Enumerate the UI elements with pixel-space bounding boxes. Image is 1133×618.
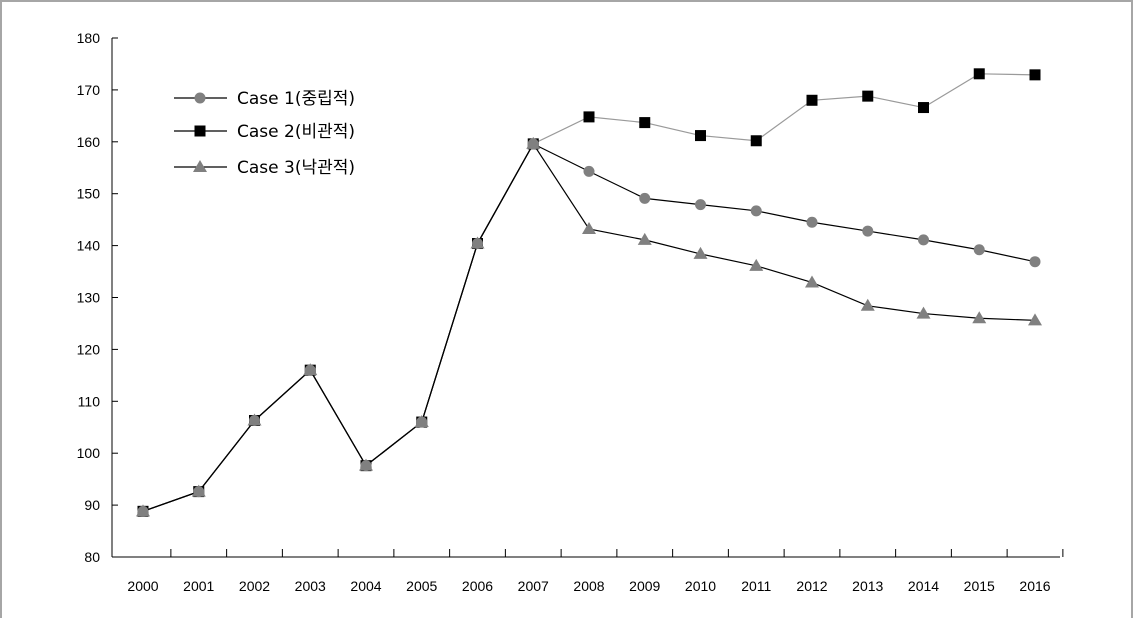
y-tick-label: 120 — [77, 341, 101, 357]
series-markers — [136, 68, 1042, 517]
data-point-case-2 — [639, 117, 651, 129]
x-tick-label: 2007 — [518, 578, 549, 594]
data-point-case-3 — [1028, 313, 1042, 326]
y-tick-label: 160 — [77, 134, 101, 150]
y-tick-label: 130 — [77, 290, 101, 306]
x-tick-label: 2008 — [573, 578, 604, 594]
data-point-case-3 — [191, 484, 206, 497]
legend-marker — [194, 92, 206, 104]
data-point-case-3 — [303, 363, 318, 376]
x-tick-label: 2013 — [852, 578, 883, 594]
data-point-case-2 — [918, 102, 929, 114]
data-point-case-1 — [918, 234, 929, 246]
x-tick-label: 2015 — [964, 578, 995, 594]
data-point-case-2 — [1029, 69, 1041, 81]
y-tick-label: 80 — [84, 549, 100, 565]
data-point-case-1 — [639, 192, 651, 204]
data-point-case-3 — [805, 275, 819, 288]
history-line — [142, 143, 534, 512]
series-line-3 — [142, 142, 1036, 512]
legend-label: Case 1(중립적) — [237, 89, 355, 109]
data-point-case-3 — [860, 298, 875, 311]
legend-label: Case 2(비관적) — [237, 122, 355, 142]
data-point-case-3 — [470, 236, 485, 249]
x-tick-label: 2004 — [350, 578, 381, 594]
x-tick-label: 2000 — [127, 578, 158, 594]
data-point-case-2 — [806, 94, 818, 106]
data-point-case-3 — [414, 415, 429, 428]
data-point-case-3 — [637, 232, 652, 245]
data-point-case-3 — [359, 458, 373, 471]
y-tick-label: 170 — [77, 82, 101, 98]
y-tick-label: 110 — [78, 393, 101, 409]
x-tick-label: 2006 — [462, 578, 493, 594]
legend-marker — [193, 160, 207, 172]
axes: 80 90 100 110 120 130 140 150 160 170 180 2000 2001 2… — [77, 30, 1064, 594]
x-tick-label: 2009 — [629, 578, 660, 594]
data-point-case-2 — [862, 90, 874, 102]
x-tick-label: 2012 — [796, 578, 827, 594]
data-point-case-1 — [1029, 256, 1041, 268]
x-tick-label: 2010 — [685, 578, 716, 594]
data-point-case-1 — [973, 244, 985, 256]
legend-label: Case 3(낙관적) — [237, 158, 355, 178]
data-point-case-3 — [749, 258, 764, 271]
data-point-case-3 — [582, 221, 596, 234]
y-tick-label: 100 — [77, 445, 101, 461]
y-tick-label: 150 — [77, 186, 101, 202]
data-point-case-3 — [526, 136, 541, 149]
data-point-case-1 — [862, 225, 874, 237]
series-line-1 — [142, 143, 1036, 512]
data-point-case-1 — [750, 205, 762, 217]
y-tick-label: 140 — [77, 238, 101, 254]
data-point-case-2 — [750, 135, 762, 147]
x-tick-label: 2003 — [295, 578, 326, 594]
legend: Case 1(중립적) Case 2(비관적) Case 3(낙관적) — [174, 89, 355, 178]
data-point-case-2 — [973, 68, 985, 80]
data-point-case-3 — [136, 504, 150, 517]
legend-marker — [194, 125, 206, 137]
data-point-case-3 — [247, 413, 262, 426]
data-point-case-2 — [583, 111, 595, 123]
data-point-case-3 — [693, 246, 708, 259]
y-tick-label: 180 — [77, 30, 101, 46]
data-point-case-1 — [695, 199, 706, 211]
data-point-case-3 — [916, 306, 931, 319]
x-tick-label: 2016 — [1019, 578, 1050, 594]
data-point-case-1 — [806, 216, 818, 228]
x-tick-label: 2005 — [406, 578, 437, 594]
x-tick-label: 2001 — [183, 578, 214, 594]
x-tick-label: 2014 — [908, 578, 939, 594]
x-tick-label: 2011 — [741, 578, 771, 594]
data-point-case-3 — [972, 311, 987, 324]
x-tick-label: 2002 — [239, 578, 270, 594]
y-tick-label: 90 — [84, 497, 100, 513]
data-point-case-2 — [695, 130, 706, 142]
data-point-case-1 — [583, 165, 595, 177]
